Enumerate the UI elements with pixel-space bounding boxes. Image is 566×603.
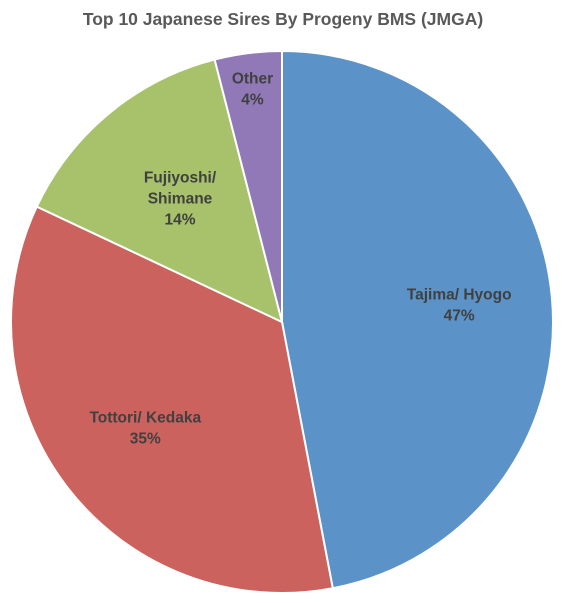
chart-title: Top 10 Japanese Sires By Progeny BMS (JM… [82,9,484,29]
slice-label-1: Tajima/ Hyogo 47% [407,287,512,325]
slice-label-line: 4% [241,91,264,108]
slice-label-line: 35% [130,431,161,448]
slice-label-line: Tottori/ Kedaka [89,410,201,427]
slice-label-line: 47% [444,308,475,325]
slice-label-3: Fujiyoshi/Shimane 14% [144,170,217,229]
pie-slice-2 [10,205,334,594]
slice-label-4: Other 4% [232,70,273,108]
pie-slice-1 [281,49,554,590]
pie-slice-4 [213,49,283,323]
slice-label-line: Tajima/ Hyogo [407,287,512,304]
pie-labels: Tajima/ Hyogo 47% Tottori/ Kedaka 35% Fujiyo… [89,70,511,447]
slice-label-line: 14% [164,212,195,229]
slice-label-line: Other [232,70,273,87]
slice-label-line: Shimane [148,191,213,208]
pie-slices [10,49,554,594]
pie-slice-3 [35,58,284,324]
slice-label-line: Fujiyoshi/ [144,170,217,187]
slice-label-2: Tottori/ Kedaka 35% [89,410,201,448]
